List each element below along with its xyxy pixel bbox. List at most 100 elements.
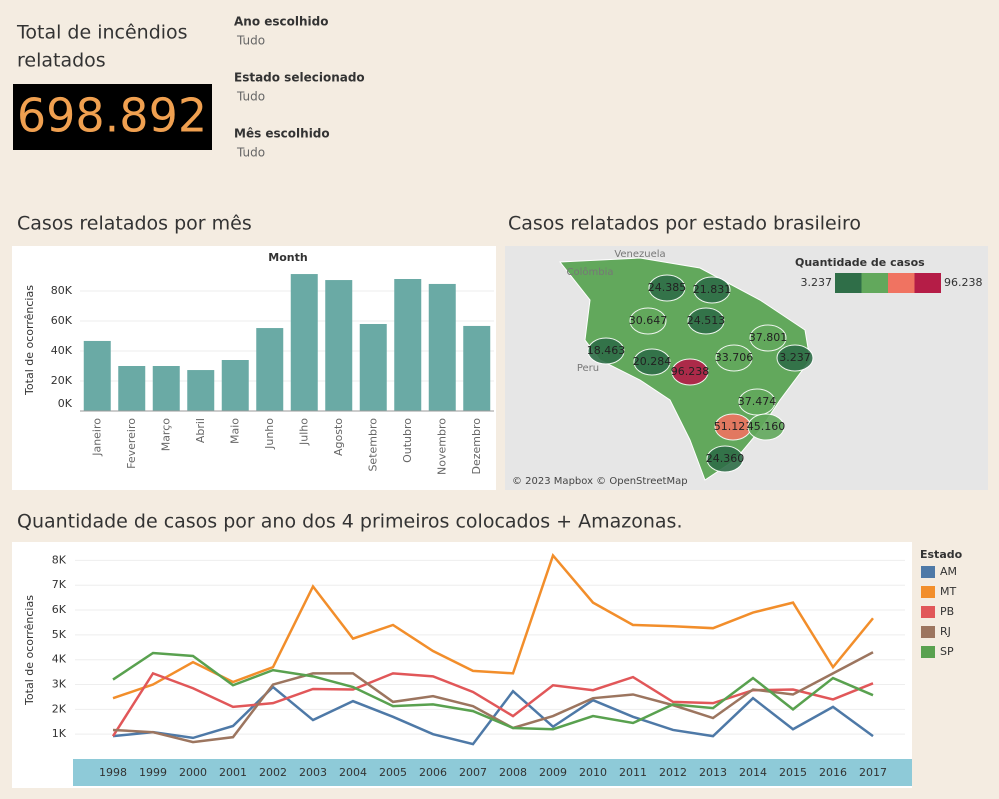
state: [738, 388, 776, 416]
bar: [152, 366, 180, 411]
series-line: [112, 651, 874, 744]
x-tick-label: 2008: [499, 766, 527, 779]
chart-title: Casos relatados por estado brasileiro: [508, 213, 861, 235]
legend-label: RJ: [940, 625, 951, 638]
y-tick-label: 0K: [58, 397, 73, 410]
x-tick-label: 1998: [99, 766, 127, 779]
state: [747, 413, 785, 441]
y-axis-label: Total de ocorrências: [23, 595, 36, 706]
legend-swatch: [921, 646, 935, 658]
filter-label: Ano escolhido: [234, 15, 329, 29]
bar: [359, 324, 387, 411]
bar: [290, 274, 318, 411]
header: Month: [268, 251, 307, 264]
x-tick-label: 2009: [539, 766, 567, 779]
legend-swatch: [921, 586, 935, 598]
legend-swatch: [888, 273, 915, 293]
state: [687, 307, 725, 335]
y-tick-label: 20K: [51, 374, 73, 387]
x-tick-label: Setembro: [366, 418, 379, 472]
state: [706, 445, 744, 473]
y-tick-label: 1K: [52, 727, 67, 740]
state-label: 21.831: [693, 283, 732, 296]
x-tick-label: 2006: [419, 766, 447, 779]
x-tick-label: 2010: [579, 766, 607, 779]
place-label: Colômbia: [567, 266, 614, 278]
kpi-value: 698.892: [17, 89, 207, 143]
kpi-title: Total de incêndios: [16, 22, 188, 44]
bar: [256, 328, 284, 411]
filter-value: Tudo: [236, 146, 265, 160]
x-tick-label: 2013: [699, 766, 727, 779]
bar: [325, 280, 353, 411]
legend-swatch: [921, 566, 935, 578]
kpi-title: relatados: [17, 50, 106, 72]
state: [629, 307, 667, 335]
state-label: 24.385: [648, 281, 687, 294]
legend-label: SP: [940, 645, 954, 658]
state: [671, 358, 709, 386]
legend-swatch: [835, 273, 862, 293]
state-label: 33.706: [715, 351, 754, 364]
state: [715, 344, 753, 372]
x-tick-label: Junho: [263, 418, 276, 450]
state-label: 96.238: [671, 365, 710, 378]
y-tick-label: 8K: [52, 553, 67, 566]
legend-label: AM: [940, 565, 957, 578]
legend-swatch: [914, 273, 941, 293]
kpi-box: [13, 84, 212, 150]
x-tick-label: Maio: [228, 418, 241, 444]
state: [749, 324, 787, 352]
state-label: 45.160: [747, 420, 786, 433]
filter-label: Mês escolhido: [234, 127, 330, 141]
y-tick-label: 80K: [51, 284, 73, 297]
place-label: Venezuela: [614, 249, 665, 260]
state-label: 18.463: [587, 344, 626, 357]
x-tick-label: 1999: [139, 766, 167, 779]
x-tick-label: 2004: [339, 766, 367, 779]
x-tick-label: Março: [159, 418, 172, 452]
x-tick-label: 2000: [179, 766, 207, 779]
x-tick-label: Julho: [297, 418, 310, 446]
state-label: 24.360: [706, 452, 745, 465]
state-label: 37.801: [749, 331, 788, 344]
y-tick-label: 4K: [52, 653, 67, 666]
bar: [221, 360, 249, 411]
x-tick-label: Outubro: [401, 418, 414, 463]
state-label: 37.474: [738, 395, 777, 408]
x-tick-label: 2007: [459, 766, 487, 779]
y-tick-label: 3K: [52, 678, 67, 691]
state-label: 24.513: [687, 314, 726, 327]
x-tick-label: Fevereiro: [125, 418, 138, 469]
legend-label: PB: [940, 605, 954, 618]
x-tick-label: 2002: [259, 766, 287, 779]
y-tick-label: 60K: [51, 314, 73, 327]
series-line: [112, 651, 874, 731]
x-tick-label: Dezembro: [470, 418, 483, 475]
bar: [463, 325, 491, 411]
bar: [118, 366, 146, 411]
x-tick-label: Agosto: [332, 418, 345, 456]
legend-swatch: [861, 273, 888, 293]
state-label: 3.237: [779, 351, 811, 364]
x-tick-label: 2011: [619, 766, 647, 779]
legend-label: MT: [940, 585, 956, 598]
x-tick-label: Abril: [194, 418, 207, 443]
x-tick-label: 2012: [659, 766, 687, 779]
bar: [83, 340, 111, 411]
filter-label: Estado selecionado: [234, 71, 365, 85]
y-axis-label: Total de ocorrências: [23, 285, 36, 396]
filter-value: Tudo: [236, 34, 265, 48]
x-tick-label: Janeiro: [90, 418, 103, 457]
y-tick-label: 2K: [52, 702, 67, 715]
bar: [187, 370, 215, 411]
legend-title: Quantidade de casos: [795, 256, 925, 269]
state-label: 51.121: [714, 420, 753, 433]
x-tick-label: 2005: [379, 766, 407, 779]
series-line: [111, 671, 874, 737]
legend-swatch: [921, 606, 935, 618]
state: [587, 337, 625, 365]
x-tick-label: 2003: [299, 766, 327, 779]
state-label: 20.284: [633, 355, 672, 368]
